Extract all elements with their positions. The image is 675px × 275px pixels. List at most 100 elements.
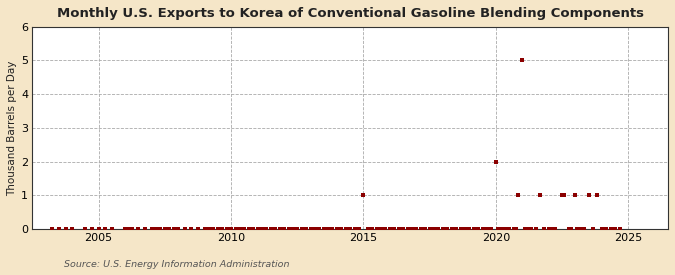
Point — [252, 227, 263, 231]
Point — [504, 227, 514, 231]
Point — [164, 227, 175, 231]
Point — [437, 227, 448, 231]
Point — [545, 227, 556, 231]
Point — [314, 227, 325, 231]
Point — [192, 227, 203, 231]
Point — [599, 227, 610, 231]
Point — [310, 227, 321, 231]
Point — [60, 227, 71, 231]
Point — [300, 227, 311, 231]
Point — [53, 227, 64, 231]
Point — [133, 227, 144, 231]
Point — [557, 193, 568, 198]
Point — [486, 227, 497, 231]
Point — [566, 227, 576, 231]
Point — [126, 227, 137, 231]
Point — [362, 227, 373, 231]
Point — [517, 58, 528, 63]
Point — [119, 227, 130, 231]
Point — [225, 227, 236, 231]
Point — [288, 227, 298, 231]
Point — [204, 227, 215, 231]
Point — [279, 227, 290, 231]
Point — [146, 227, 157, 231]
Point — [398, 227, 408, 231]
Point — [495, 227, 506, 231]
Point — [180, 227, 190, 231]
Point — [512, 193, 523, 198]
Point — [248, 227, 259, 231]
Point — [548, 227, 559, 231]
Point — [500, 227, 510, 231]
Point — [564, 227, 574, 231]
Point — [256, 227, 267, 231]
Point — [497, 227, 508, 231]
Point — [526, 227, 537, 231]
Point — [451, 227, 462, 231]
Point — [336, 227, 347, 231]
Point — [592, 193, 603, 198]
Point — [327, 227, 338, 231]
Point — [468, 227, 479, 231]
Point — [217, 227, 227, 231]
Point — [239, 227, 250, 231]
Point — [354, 227, 364, 231]
Point — [371, 227, 382, 231]
Point — [510, 227, 521, 231]
Point — [358, 193, 369, 198]
Point — [583, 193, 594, 198]
Point — [464, 227, 475, 231]
Point — [416, 227, 427, 231]
Point — [331, 227, 342, 231]
Point — [385, 227, 396, 231]
Point — [350, 227, 360, 231]
Point — [107, 227, 117, 231]
Point — [460, 227, 470, 231]
Point — [270, 227, 281, 231]
Point — [491, 160, 502, 164]
Point — [140, 227, 151, 231]
Point — [472, 227, 483, 231]
Point — [340, 227, 351, 231]
Point — [578, 227, 589, 231]
Point — [572, 227, 583, 231]
Point — [213, 227, 223, 231]
Point — [168, 227, 179, 231]
Point — [173, 227, 184, 231]
Point — [425, 227, 435, 231]
Point — [86, 227, 97, 231]
Point — [455, 227, 466, 231]
Point — [159, 227, 170, 231]
Point — [93, 227, 104, 231]
Point — [442, 227, 453, 231]
Point — [402, 227, 413, 231]
Point — [429, 227, 439, 231]
Point — [535, 193, 545, 198]
Point — [261, 227, 271, 231]
Point — [199, 227, 210, 231]
Title: Monthly U.S. Exports to Korea of Conventional Gasoline Blending Components: Monthly U.S. Exports to Korea of Convent… — [57, 7, 644, 20]
Point — [588, 227, 599, 231]
Point — [539, 227, 549, 231]
Point — [292, 227, 302, 231]
Point — [411, 227, 422, 231]
Point — [208, 227, 219, 231]
Point — [265, 227, 276, 231]
Point — [559, 193, 570, 198]
Point — [446, 227, 457, 231]
Point — [234, 227, 245, 231]
Point — [274, 227, 285, 231]
Point — [394, 227, 404, 231]
Point — [122, 227, 132, 231]
Point — [186, 227, 196, 231]
Point — [380, 227, 391, 231]
Point — [376, 227, 387, 231]
Point — [614, 227, 625, 231]
Point — [601, 227, 612, 231]
Point — [323, 227, 333, 231]
Point — [610, 227, 620, 231]
Point — [543, 227, 554, 231]
Point — [531, 227, 541, 231]
Point — [482, 227, 493, 231]
Point — [524, 227, 535, 231]
